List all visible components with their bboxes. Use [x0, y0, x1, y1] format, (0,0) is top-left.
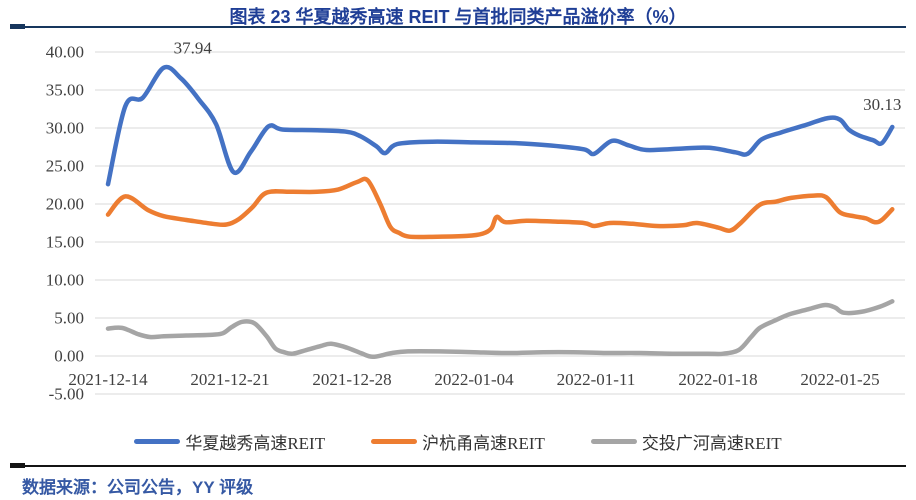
chart-legend: 华夏越秀高速REIT 沪杭甬高速REIT 交投广河高速REIT — [0, 429, 916, 454]
x-axis-tick-label: 2022-01-18 — [678, 370, 757, 389]
y-axis-tick-label: -5.00 — [49, 385, 84, 404]
value-annotation: 37.94 — [174, 39, 213, 58]
legend-line-swatch — [134, 439, 181, 444]
chart-title: 图表 23 华夏越秀高速 REIT 与首批同类产品溢价率（%） — [229, 7, 687, 27]
y-axis-tick-label: 25.00 — [46, 157, 84, 176]
divider-accent-dash — [10, 463, 25, 468]
y-axis-tick-label: 15.00 — [46, 233, 84, 252]
y-axis-tick-label: 35.00 — [46, 81, 84, 100]
y-axis-tick-label: 20.00 — [46, 195, 84, 214]
legend-label: 交投广河高速REIT — [641, 434, 782, 453]
footer-divider — [10, 463, 906, 468]
x-axis-tick-label: 2021-12-28 — [312, 370, 391, 389]
x-axis-tick-label: 2022-01-25 — [800, 370, 879, 389]
premium-rate-line-chart: 40.00 35.00 30.00 25.00 20.00 15.00 10.00 5.00 0… — [46, 39, 905, 404]
legend-item-jiaotou-guanghe-reit: 交投广河高速REIT — [590, 429, 782, 454]
legend-label: 华夏越秀高速REIT — [185, 434, 326, 453]
series-line-huaxia-yuexiu-reit — [105, 64, 895, 187]
data-source: 数据来源：公司公告，YY 评级 — [22, 478, 254, 497]
value-annotation: 30.13 — [863, 95, 901, 114]
y-axis-tick-label: 30.00 — [46, 119, 84, 138]
x-axis-tick-label: 2021-12-21 — [190, 370, 269, 389]
divider-accent-dash — [10, 24, 25, 29]
series-line-jiaotou-guanghe-reit — [105, 299, 895, 360]
x-axis-tick-label: 2022-01-11 — [557, 370, 636, 389]
y-axis-tick-label: 0.00 — [54, 347, 84, 366]
x-axis-tick-label: 2021-12-14 — [68, 370, 148, 389]
series-line-huhangyong-reit — [105, 176, 895, 240]
y-axis-tick-label: 40.00 — [46, 43, 84, 62]
legend-label: 沪杭甬高速REIT — [422, 434, 545, 453]
y-axis-tick-label: 10.00 — [46, 271, 84, 290]
y-axis-tick-label: 5.00 — [54, 309, 84, 328]
x-axis-tick-label: 2022-01-04 — [434, 370, 514, 389]
title-divider — [10, 24, 906, 29]
legend-line-swatch — [371, 439, 418, 444]
legend-item-huaxia-yuexiu-reit: 华夏越秀高速REIT — [134, 429, 325, 454]
legend-line-swatch — [590, 439, 637, 444]
legend-item-huhangyong-reit: 沪杭甬高速REIT — [371, 429, 545, 454]
